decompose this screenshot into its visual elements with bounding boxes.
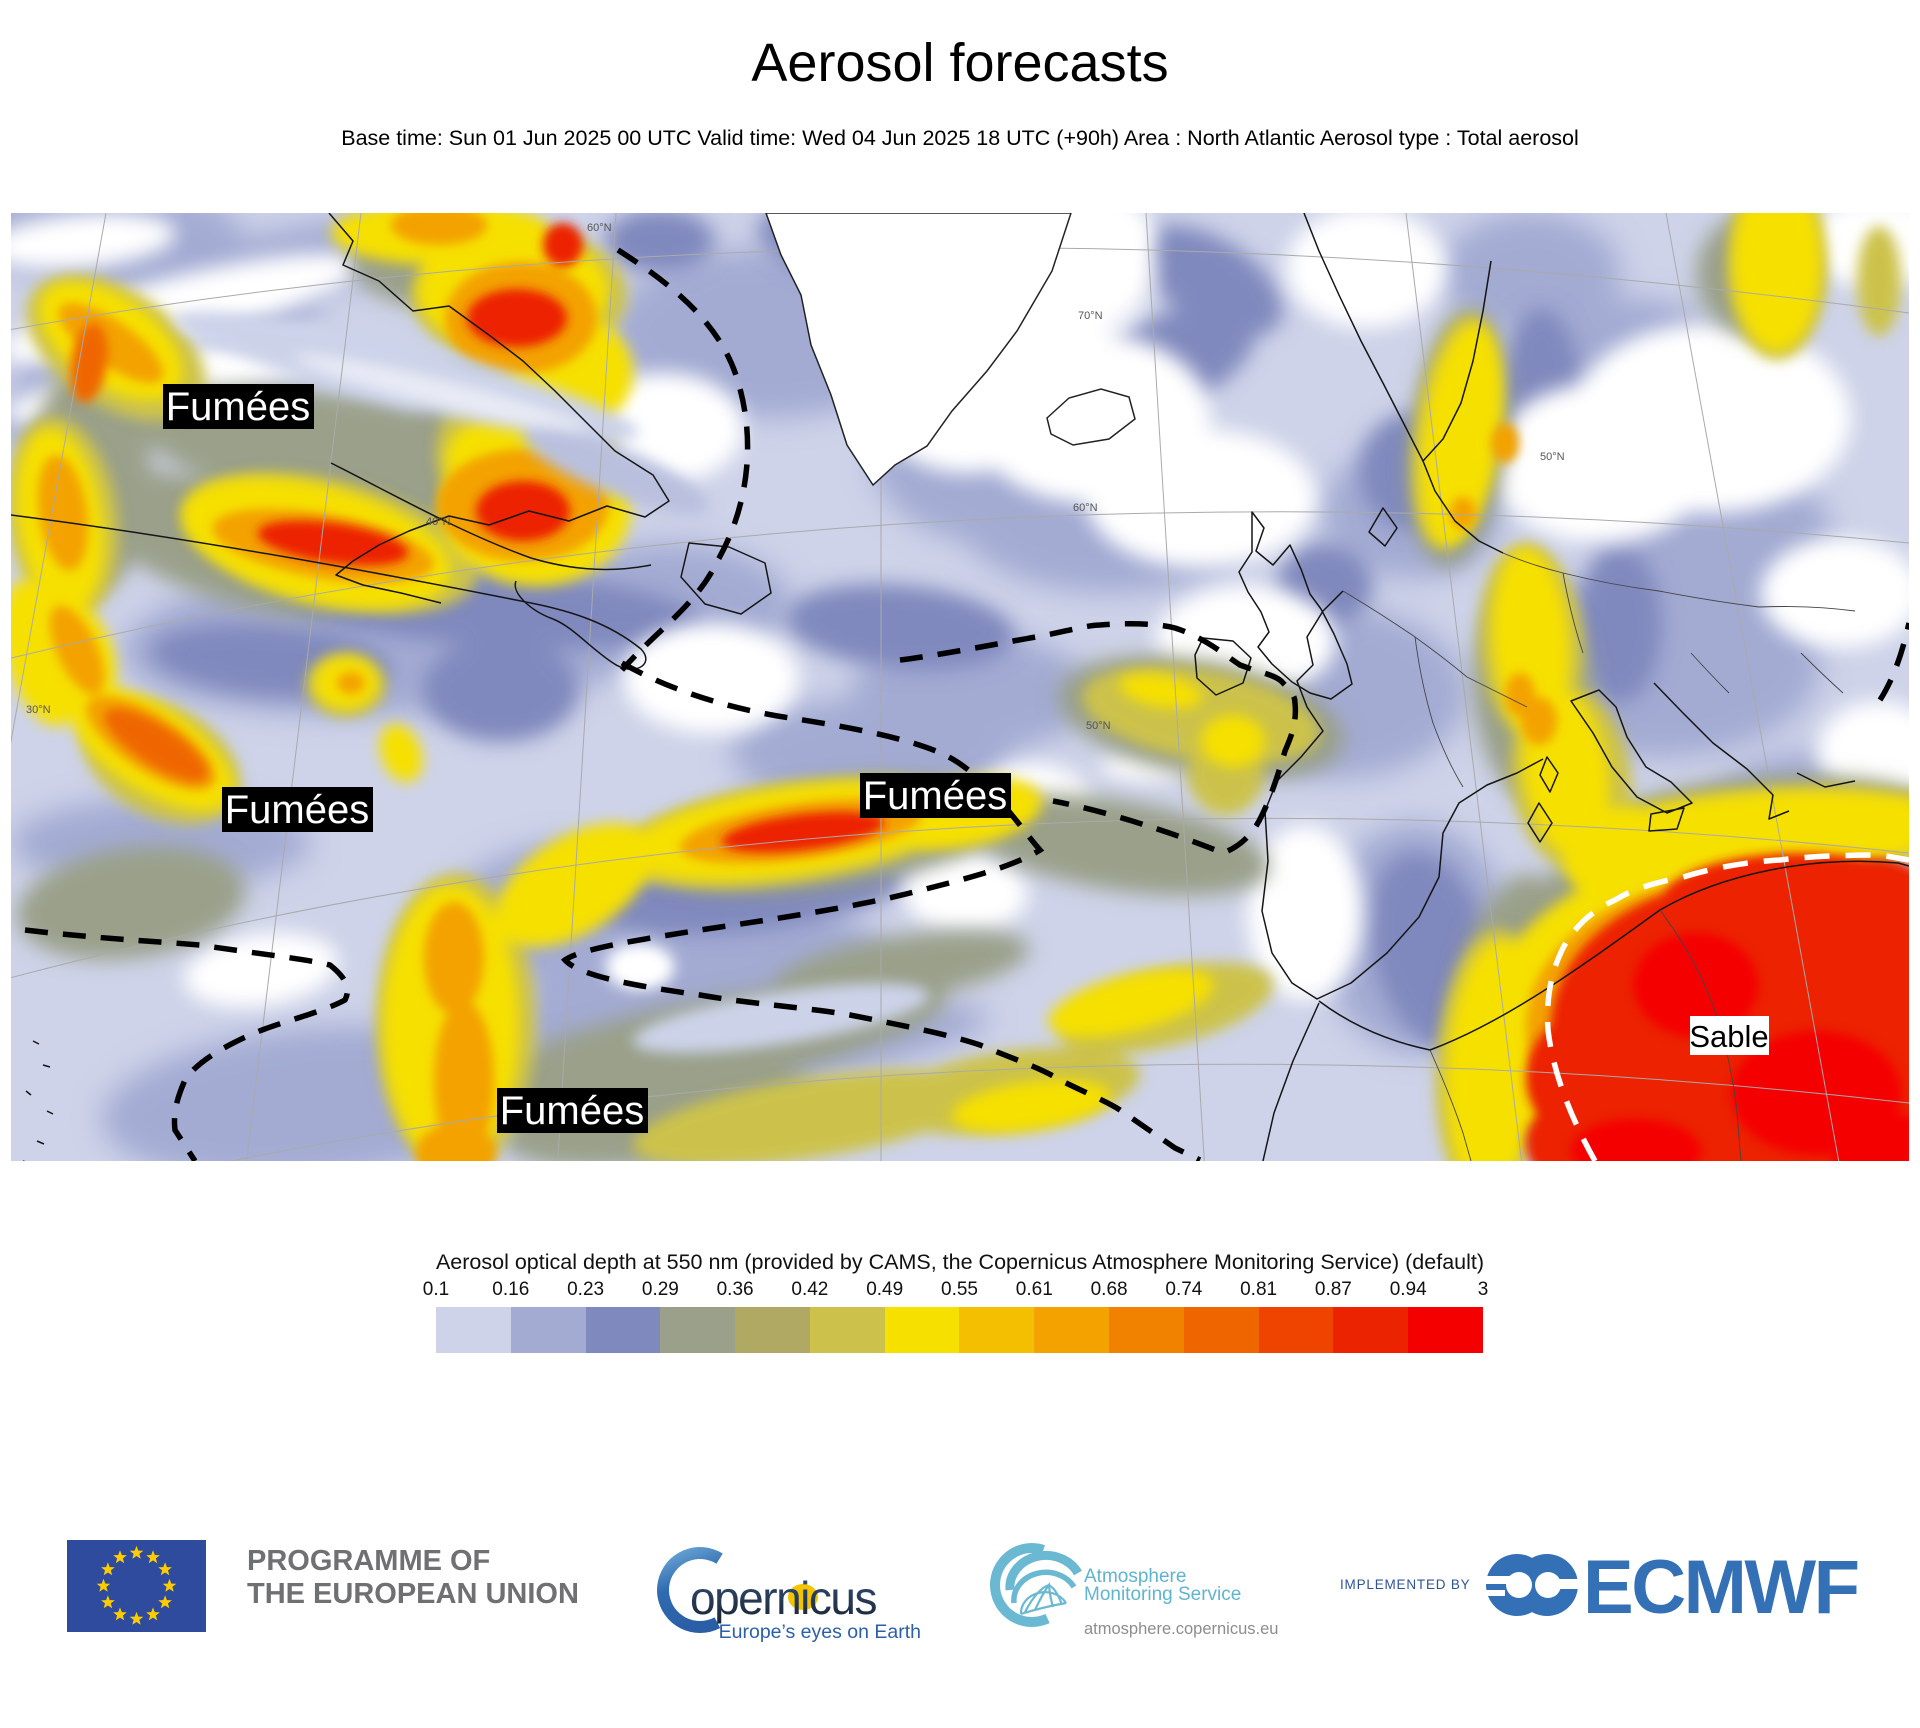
svg-text:30°N: 30°N bbox=[26, 704, 51, 716]
svg-text:Fumées: Fumées bbox=[166, 385, 311, 429]
svg-text:50°N: 50°N bbox=[1086, 720, 1111, 732]
svg-text:40°N: 40°N bbox=[426, 516, 451, 528]
svg-text:atmosphere.copernicus.eu: atmosphere.copernicus.eu bbox=[1084, 1620, 1278, 1638]
svg-text:70°N: 70°N bbox=[1078, 310, 1103, 322]
svg-text:60°N: 60°N bbox=[1073, 502, 1098, 514]
svg-text:50°N: 50°N bbox=[1540, 451, 1565, 463]
svg-text:Fumées: Fumées bbox=[225, 788, 370, 832]
svg-text:opernicus: opernicus bbox=[690, 1572, 876, 1624]
svg-text:Fumées: Fumées bbox=[863, 774, 1008, 818]
svg-text:Monitoring Service: Monitoring Service bbox=[1084, 1584, 1241, 1605]
svg-text:60°N: 60°N bbox=[587, 222, 612, 234]
svg-text:Europe’s eyes on Earth: Europe’s eyes on Earth bbox=[719, 1621, 921, 1643]
svg-text:Fumées: Fumées bbox=[500, 1089, 645, 1133]
svg-text:Sable: Sable bbox=[1689, 1019, 1768, 1054]
svg-text:ECMWF: ECMWF bbox=[1583, 1550, 1858, 1620]
svg-text:Atmosphere: Atmosphere bbox=[1084, 1566, 1186, 1587]
